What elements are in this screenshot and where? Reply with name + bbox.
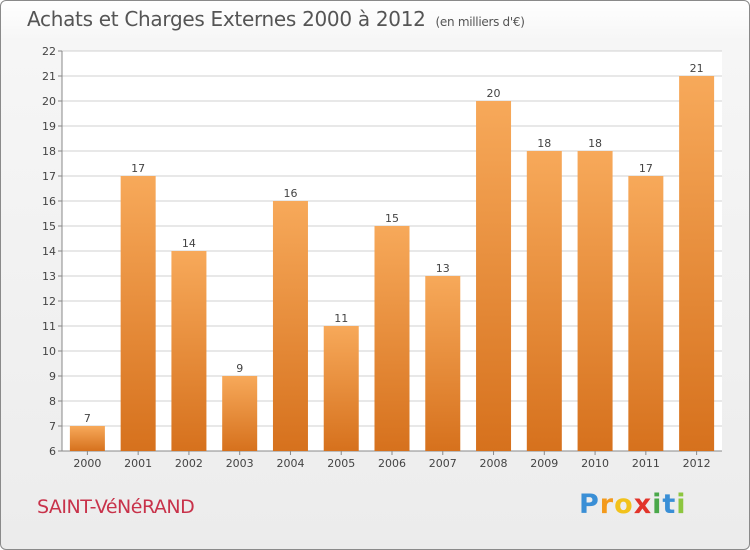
bar-value-label: 17 (639, 162, 653, 175)
bar-value-label: 20 (487, 87, 501, 100)
x-tick-label: 2003 (226, 457, 254, 470)
bar (222, 376, 258, 451)
logo-letter: i (652, 489, 663, 520)
bar-value-label: 14 (182, 237, 196, 250)
bar-value-label: 11 (334, 312, 348, 325)
bar-value-label: 18 (537, 137, 551, 150)
y-tick-label: 8 (49, 395, 56, 408)
y-tick-label: 7 (49, 420, 56, 433)
proxiti-logo: Proxiti (579, 489, 687, 520)
bar (323, 326, 359, 451)
x-tick-label: 2006 (378, 457, 406, 470)
bar (476, 101, 512, 451)
y-tick-label: 18 (42, 145, 56, 158)
x-tick-label: 2011 (632, 457, 660, 470)
y-tick-label: 9 (49, 370, 56, 383)
bar-value-label: 21 (690, 62, 704, 75)
y-tick-label: 14 (42, 245, 56, 258)
x-tick-label: 2010 (581, 457, 609, 470)
bar (272, 201, 308, 451)
bar (526, 151, 562, 451)
chart-title: Achats et Charges Externes 2000 à 2012 (e… (27, 7, 525, 31)
y-tick-label: 16 (42, 195, 56, 208)
bar (171, 251, 207, 451)
y-tick-label: 22 (42, 45, 56, 58)
bar (425, 276, 461, 451)
bar (628, 176, 664, 451)
bar (577, 151, 613, 451)
y-tick-label: 21 (42, 70, 56, 83)
x-tick-label: 2007 (429, 457, 457, 470)
logo-letter: P (579, 489, 600, 520)
logo-letter: i (676, 489, 687, 520)
x-tick-label: 2001 (124, 457, 152, 470)
bar-value-label: 18 (588, 137, 602, 150)
bar-value-label: 16 (283, 187, 297, 200)
y-tick-label: 17 (42, 170, 56, 183)
bar (69, 426, 105, 451)
y-tick-label: 11 (42, 320, 56, 333)
bar (679, 76, 715, 451)
chart-title-text: Achats et Charges Externes 2000 à 2012 (27, 7, 426, 31)
x-tick-label: 2002 (175, 457, 203, 470)
bar-value-label: 13 (436, 262, 450, 275)
y-tick-label: 19 (42, 120, 56, 133)
logo-letter: r (599, 489, 615, 520)
logo-letter: o (614, 489, 634, 520)
bar-value-label: 15 (385, 212, 399, 225)
x-tick-label: 2004 (276, 457, 304, 470)
x-tick-label: 2008 (480, 457, 508, 470)
y-tick-label: 20 (42, 95, 56, 108)
x-tick-label: 2000 (73, 457, 101, 470)
y-tick-label: 12 (42, 295, 56, 308)
y-tick-label: 10 (42, 345, 56, 358)
commune-name: SAINT-VéNéRAND (37, 496, 195, 518)
bar (374, 226, 410, 451)
logo-letter: x (633, 489, 653, 520)
x-tick-label: 2009 (530, 457, 558, 470)
x-tick-label: 2005 (327, 457, 355, 470)
y-tick-label: 15 (42, 220, 56, 233)
y-tick-label: 6 (49, 445, 56, 458)
logo-letter: t (662, 489, 677, 520)
chart-subtitle: (en milliers d'€) (435, 15, 525, 29)
bar-value-label: 9 (236, 362, 243, 375)
bar-value-label: 17 (131, 162, 145, 175)
y-tick-label: 13 (42, 270, 56, 283)
bar (120, 176, 156, 451)
bar-value-label: 7 (84, 412, 91, 425)
x-tick-label: 2012 (683, 457, 711, 470)
